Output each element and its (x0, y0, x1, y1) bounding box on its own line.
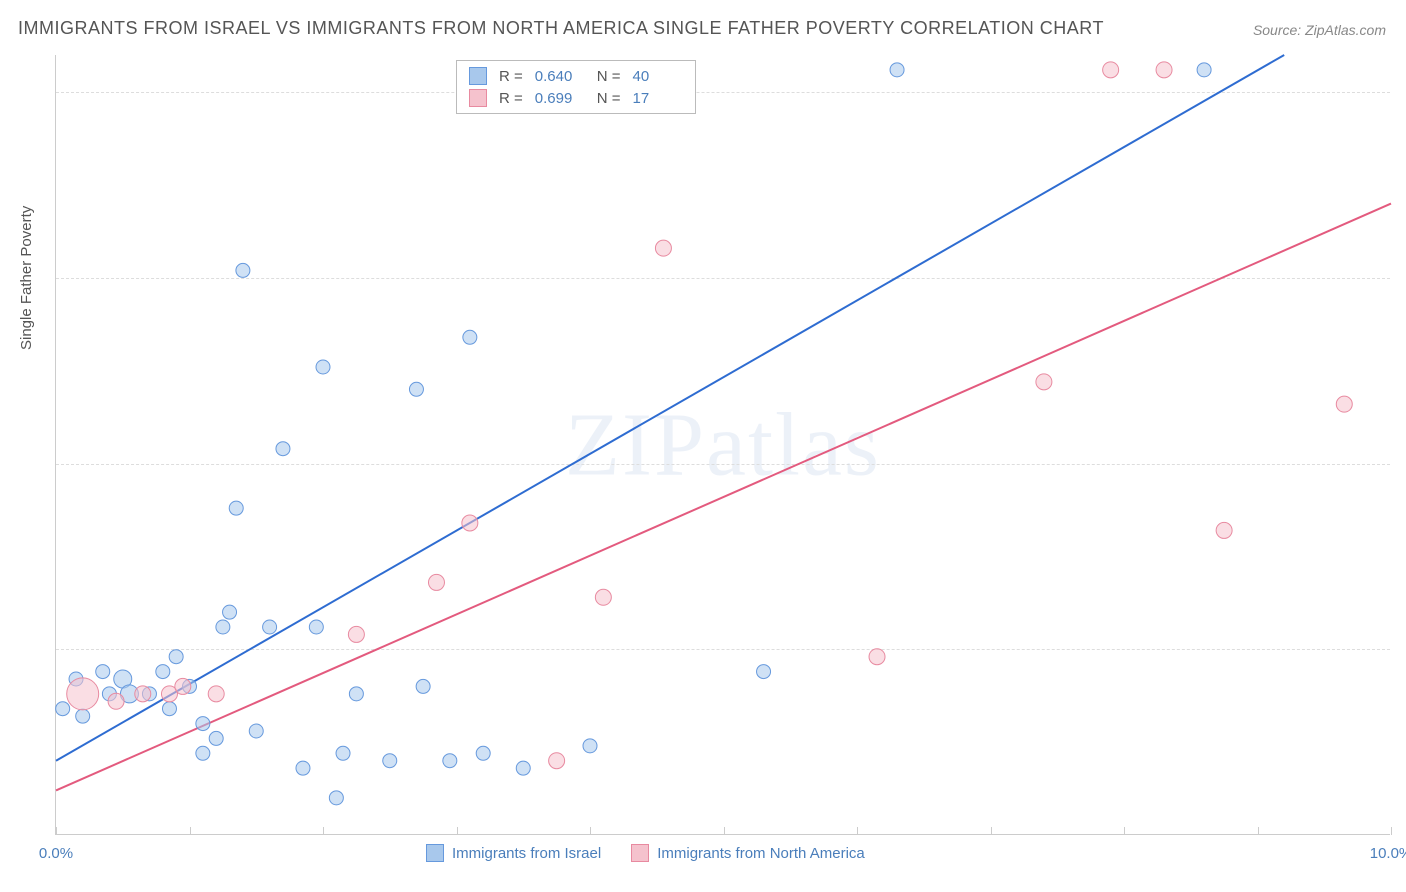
plot-area: ZIPatlas 25.0%50.0%75.0%100.0% 0.0%10.0%… (55, 55, 1390, 835)
swatch-israel (426, 844, 444, 862)
scatter-series-israel (56, 63, 1211, 805)
scatter-series-north-america (67, 62, 1353, 769)
legend-label-na: Immigrants from North America (657, 845, 865, 862)
legend-label-israel: Immigrants from Israel (452, 845, 601, 862)
y-axis-title: Single Father Poverty (18, 206, 35, 350)
n-value-israel: 40 (633, 68, 683, 85)
r-value-israel: 0.640 (535, 68, 585, 85)
series-legend: Immigrants from Israel Immigrants from N… (426, 844, 865, 862)
n-label: N = (597, 90, 621, 107)
source-attribution: Source: ZipAtlas.com (1253, 22, 1386, 38)
swatch-na (631, 844, 649, 862)
r-value-na: 0.699 (535, 90, 585, 107)
stats-legend-row-israel: R = 0.640 N = 40 (469, 65, 683, 87)
swatch-na (469, 89, 487, 107)
chart-title: IMMIGRANTS FROM ISRAEL VS IMMIGRANTS FRO… (18, 18, 1104, 39)
legend-item-israel: Immigrants from Israel (426, 844, 601, 862)
n-label: N = (597, 68, 621, 85)
swatch-israel (469, 67, 487, 85)
stats-legend: R = 0.640 N = 40 R = 0.699 N = 17 (456, 60, 696, 114)
trend-lines (56, 55, 1391, 790)
scatter-plot-svg (56, 55, 1390, 834)
n-value-na: 17 (633, 90, 683, 107)
r-label: R = (499, 68, 523, 85)
stats-legend-row-na: R = 0.699 N = 17 (469, 87, 683, 109)
legend-item-na: Immigrants from North America (631, 844, 865, 862)
r-label: R = (499, 90, 523, 107)
